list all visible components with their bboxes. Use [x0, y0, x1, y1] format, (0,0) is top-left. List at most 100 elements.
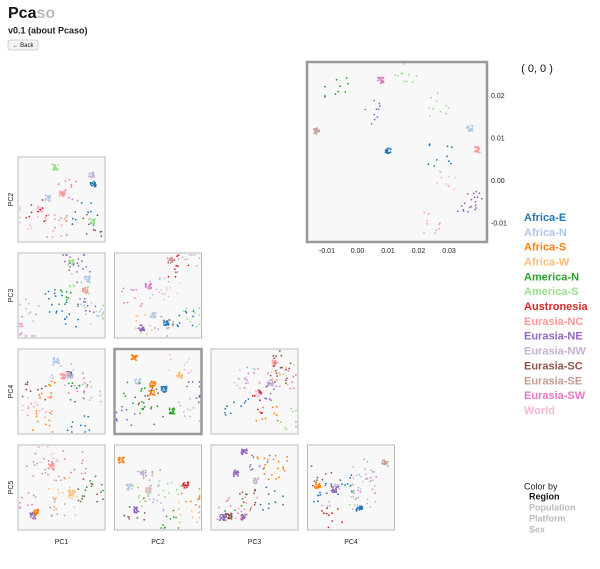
scatter-panel[interactable]	[113, 347, 203, 436]
point	[173, 259, 176, 261]
legend-item[interactable]: Eurasia-SW	[524, 390, 586, 402]
point	[255, 395, 257, 398]
point	[469, 130, 472, 133]
point	[344, 91, 347, 93]
point	[169, 287, 172, 289]
legend-item[interactable]: America-N	[524, 271, 579, 283]
legend-item[interactable]: Africa-W	[524, 256, 570, 268]
legend-item[interactable]: Eurasia-SC	[524, 360, 583, 372]
point	[165, 287, 168, 289]
point	[75, 387, 78, 390]
point	[313, 480, 316, 482]
legend-item[interactable]: World	[524, 405, 555, 417]
scatter-panel[interactable]	[17, 156, 106, 243]
point	[84, 472, 86, 474]
legend-item[interactable]: Eurasia-NC	[524, 316, 583, 328]
point	[345, 77, 348, 79]
legend-item[interactable]: Eurasia-NW	[524, 346, 586, 358]
legend-item[interactable]: America-S	[524, 286, 578, 298]
point	[96, 214, 99, 217]
point	[64, 260, 66, 263]
point	[144, 474, 147, 477]
point	[266, 461, 269, 464]
color-by-option[interactable]: Population	[529, 502, 576, 512]
point	[364, 468, 366, 471]
legend-item[interactable]: Eurasia-SE	[524, 375, 582, 387]
point	[181, 374, 184, 377]
button-label[interactable]: ← Back	[12, 43, 34, 49]
point	[233, 471, 235, 473]
point	[140, 400, 143, 403]
point	[140, 390, 143, 392]
point	[89, 381, 92, 383]
color-by-option[interactable]: Region	[529, 491, 560, 501]
point	[295, 374, 297, 376]
point	[33, 464, 36, 466]
point	[139, 332, 142, 335]
main-plot[interactable]	[305, 60, 489, 244]
point	[469, 124, 472, 127]
scatter-panel[interactable]	[17, 348, 106, 435]
point	[284, 426, 287, 429]
point	[123, 302, 125, 304]
point	[147, 495, 150, 498]
point	[330, 489, 333, 492]
point	[386, 462, 388, 465]
point	[316, 479, 318, 481]
point	[186, 361, 189, 363]
point	[32, 517, 34, 519]
point	[65, 316, 68, 318]
point	[150, 407, 152, 410]
point	[258, 381, 261, 384]
point	[84, 489, 87, 492]
point	[275, 414, 278, 416]
point	[337, 485, 340, 488]
point	[60, 217, 62, 219]
point	[254, 489, 256, 492]
x-tick-label: 0.00	[351, 248, 365, 255]
back-button[interactable]: ← Back	[7, 39, 39, 51]
point	[130, 288, 133, 291]
point	[140, 387, 143, 390]
point	[77, 264, 80, 267]
point	[44, 471, 47, 474]
scatter-panel[interactable]	[307, 444, 395, 531]
point	[52, 361, 55, 364]
point	[275, 478, 278, 480]
point	[33, 515, 35, 518]
scatter-panel[interactable]	[210, 348, 299, 435]
point	[236, 470, 239, 473]
point	[472, 192, 475, 195]
version-link[interactable]: v0.1 (about Pcaso)	[8, 25, 88, 35]
point	[239, 517, 242, 520]
point	[278, 350, 281, 352]
point	[264, 463, 266, 466]
legend-item[interactable]: Austronesia	[524, 301, 588, 313]
point	[80, 281, 83, 284]
point	[145, 487, 148, 490]
color-by-option[interactable]: Sex	[529, 524, 545, 534]
color-by-option[interactable]: Platform	[529, 513, 566, 523]
legend-item[interactable]: Eurasia-NE	[524, 331, 583, 343]
scatter-panel[interactable]	[210, 444, 299, 531]
legend-item[interactable]: Africa-N	[524, 227, 567, 239]
point	[438, 227, 440, 230]
point	[196, 498, 199, 501]
point	[19, 221, 21, 224]
point	[58, 194, 61, 197]
point	[26, 504, 29, 507]
point	[359, 491, 362, 493]
point	[67, 297, 70, 299]
point	[278, 372, 280, 375]
legend-item[interactable]: Africa-E	[524, 212, 566, 224]
point	[97, 315, 100, 318]
point	[150, 286, 153, 289]
scatter-panel[interactable]	[114, 252, 202, 339]
button-box[interactable]	[7, 39, 39, 51]
legend-item[interactable]: Africa-S	[524, 242, 566, 254]
scatter-panel[interactable]	[17, 444, 106, 531]
point	[244, 376, 247, 379]
point	[49, 453, 52, 456]
point	[234, 469, 236, 472]
point	[39, 461, 41, 464]
